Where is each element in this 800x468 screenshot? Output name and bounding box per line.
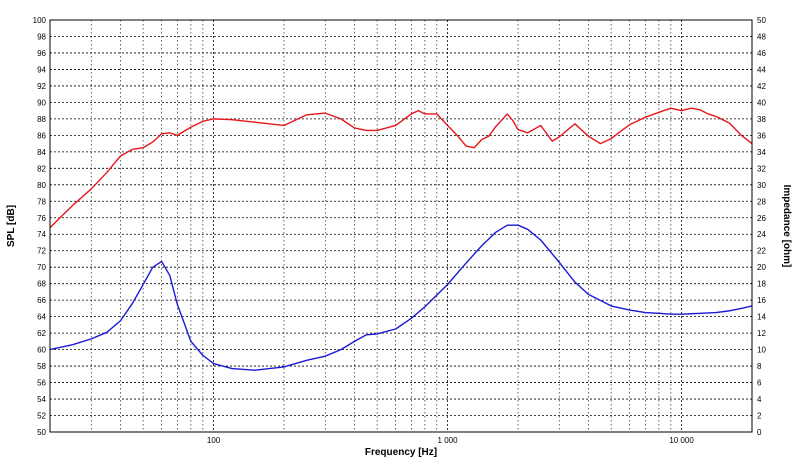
y2-tick-label: 16 [757,296,766,305]
y2-tick-label: 22 [757,247,766,256]
y2-tick-label: 28 [757,197,766,206]
y-tick-label: 74 [37,230,46,239]
y2-tick-label: 34 [757,148,766,157]
y-tick-label: 76 [37,214,46,223]
y-tick-label: 88 [37,115,46,124]
y2-tick-label: 0 [757,428,762,437]
y-tick-label: 84 [37,148,46,157]
y-tick-label: 50 [37,428,46,437]
y2-tick-label: 24 [757,230,766,239]
y-tick-label: 96 [37,49,46,58]
plot-frame [49,19,753,433]
y-tick-label: 58 [37,362,46,371]
y-tick-label: 92 [37,82,46,91]
y2-tick-label: 6 [757,379,762,388]
y-tick-label: 100 [33,16,47,25]
y2-tick-label: 4 [757,395,762,404]
y-tick-label: 72 [37,247,46,256]
y2-tick-label: 38 [757,115,766,124]
y2-tick-label: 50 [757,16,766,25]
y-tick-label: 52 [37,412,46,421]
y2-tick-label: 18 [757,280,766,289]
x-tick-label: 100 [207,436,221,445]
y2-tick-label: 30 [757,181,766,190]
y-tick-label: 68 [37,280,46,289]
y-tick-label: 62 [37,329,46,338]
y2-tick-label: 42 [757,82,766,91]
y-axis-label: SPL [dB] [6,205,17,247]
y-tick-labels: 50 52 54 56 58 60 62 64 66 68 70 72 74 76 78 80 82 84 86 88… [33,16,47,437]
y2-tick-label: 2 [757,412,762,421]
y-tick-label: 80 [37,181,46,190]
y-tick-label: 98 [37,32,46,41]
x-axis-label: Frequency [Hz] [365,447,437,458]
chart-grid [50,20,752,432]
y-tick-label: 78 [37,197,46,206]
y-tick-label: 86 [37,131,46,140]
y2-tick-label: 44 [757,65,766,74]
y2-axis-label: Impedance [ohm] [781,185,792,268]
y-tick-label: 66 [37,296,46,305]
y-tick-label: 54 [37,395,46,404]
y2-tick-label: 32 [757,164,766,173]
series-line-2 [49,224,753,371]
series-line-1 [49,107,753,229]
y-tick-label: 60 [37,346,46,355]
y2-tick-label: 14 [757,313,766,322]
y-tick-label: 82 [37,164,46,173]
x-tick-label: 10 000 [669,436,694,445]
chart-series [49,107,753,371]
y2-tick-label: 20 [757,263,766,272]
x-tick-labels: 100 1 000 10 000 [207,436,694,445]
y2-tick-labels: 0246810121416182022242628303234363840424… [757,16,766,437]
y-tick-label: 64 [37,313,46,322]
y2-tick-label: 10 [757,346,766,355]
y-tick-label: 56 [37,379,46,388]
y2-tick-label: 36 [757,131,766,140]
y2-tick-label: 40 [757,98,766,107]
y-tick-label: 70 [37,263,46,272]
y2-tick-label: 46 [757,49,766,58]
y-tick-label: 90 [37,98,46,107]
x-tick-label: 1 000 [438,436,459,445]
y2-tick-label: 8 [757,362,762,371]
y2-tick-label: 12 [757,329,766,338]
y2-tick-label: 48 [757,32,766,41]
y2-tick-label: 26 [757,214,766,223]
y-tick-label: 94 [37,65,46,74]
